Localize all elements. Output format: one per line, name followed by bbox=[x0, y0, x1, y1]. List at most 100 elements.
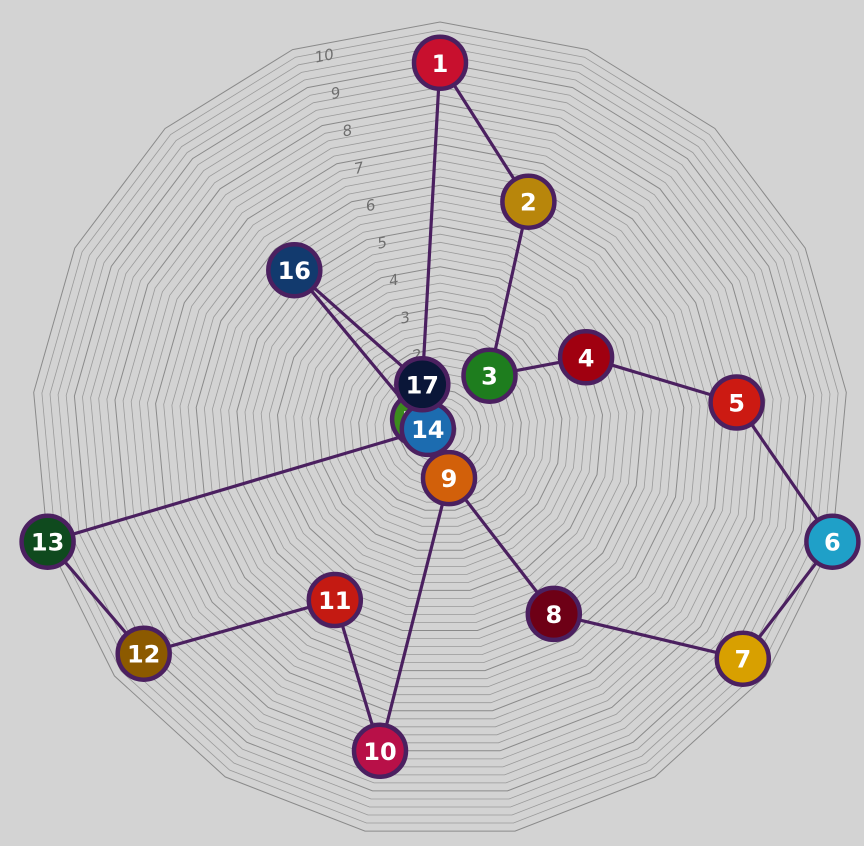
grid-ring-35 bbox=[155, 143, 725, 712]
node-13-label: 13 bbox=[31, 529, 64, 557]
node-10-label: 10 bbox=[363, 738, 396, 766]
tick-label-4: 4 bbox=[387, 271, 400, 291]
node-14[interactable]: 14 bbox=[399, 400, 457, 458]
node-12-label: 12 bbox=[127, 641, 160, 669]
grid-ring-38 bbox=[130, 119, 750, 736]
node-6[interactable]: 6 bbox=[804, 513, 861, 570]
grid-ring-40 bbox=[114, 103, 766, 752]
node-17-circle[interactable] bbox=[394, 356, 451, 413]
edge-7-8 bbox=[552, 612, 745, 661]
node-11[interactable]: 11 bbox=[306, 571, 364, 629]
tick-label-7: 7 bbox=[352, 158, 366, 178]
grid-ring-31 bbox=[187, 176, 693, 680]
node-5[interactable]: 5 bbox=[708, 374, 765, 431]
node-17[interactable]: 17 bbox=[394, 356, 451, 413]
grid-ring-42 bbox=[98, 86, 782, 768]
grid-ring-50 bbox=[33, 21, 847, 832]
node-13[interactable]: 13 bbox=[19, 513, 76, 570]
tick-label-3: 3 bbox=[399, 308, 412, 328]
grid-ring-25 bbox=[236, 225, 644, 631]
grid-ring-29 bbox=[203, 192, 677, 663]
tick-label-5: 5 bbox=[376, 233, 389, 253]
tick-label-6: 6 bbox=[364, 196, 377, 216]
node-1-label: 1 bbox=[432, 50, 449, 78]
grid-ring-24 bbox=[244, 233, 636, 623]
edge-2-3 bbox=[487, 200, 531, 378]
node-10-circle[interactable] bbox=[351, 722, 409, 780]
grid-ring-48 bbox=[49, 37, 831, 816]
node-8[interactable]: 8 bbox=[525, 585, 583, 643]
node-8-label: 8 bbox=[545, 601, 562, 629]
grid-ring-44 bbox=[82, 70, 798, 784]
grid-ring-36 bbox=[147, 135, 733, 720]
node-2-circle[interactable] bbox=[500, 173, 557, 230]
node-9-circle[interactable] bbox=[420, 449, 478, 507]
node-4-circle[interactable] bbox=[557, 329, 615, 386]
node-1-circle[interactable] bbox=[411, 34, 469, 92]
grid-ring-33 bbox=[171, 160, 709, 696]
node-1[interactable]: 1 bbox=[411, 34, 469, 92]
node-3[interactable]: 3 bbox=[461, 347, 518, 404]
edge-13-14 bbox=[45, 427, 430, 544]
edge-17-1 bbox=[420, 61, 442, 386]
grid-ring-39 bbox=[122, 111, 758, 744]
edge-11-12 bbox=[142, 598, 337, 656]
grid-ring-27 bbox=[220, 209, 660, 647]
node-9-label: 9 bbox=[441, 465, 458, 493]
node-16-label: 16 bbox=[278, 257, 311, 285]
grid-ring-47 bbox=[57, 46, 823, 808]
node-7[interactable]: 7 bbox=[714, 630, 772, 687]
node-5-label: 5 bbox=[728, 390, 745, 418]
grid-ring-26 bbox=[228, 217, 652, 639]
grid-ring-32 bbox=[179, 168, 701, 688]
node-11-label: 11 bbox=[318, 587, 351, 615]
node-12-circle[interactable] bbox=[115, 625, 172, 682]
node-10[interactable]: 10 bbox=[351, 722, 409, 780]
node-3-label: 3 bbox=[481, 363, 498, 391]
node-2-label: 2 bbox=[520, 189, 537, 217]
grid-ring-41 bbox=[106, 94, 774, 760]
grid-ring-16 bbox=[309, 298, 571, 559]
tick-label-10: 10 bbox=[313, 45, 335, 67]
node-7-circle[interactable] bbox=[714, 630, 772, 687]
grid-ring-45 bbox=[73, 62, 807, 792]
node-13-circle[interactable] bbox=[19, 513, 76, 570]
edge-8-9 bbox=[447, 476, 556, 616]
grid-ring-13 bbox=[333, 323, 547, 535]
edge-9-10 bbox=[378, 476, 451, 753]
grid-ring-28 bbox=[212, 201, 668, 655]
node-14-label: 14 bbox=[411, 416, 444, 444]
grid-ring-43 bbox=[90, 78, 790, 776]
node-12[interactable]: 12 bbox=[115, 625, 172, 682]
radar-grid bbox=[33, 21, 847, 832]
node-4-label: 4 bbox=[578, 344, 595, 372]
node-5-circle[interactable] bbox=[708, 374, 765, 431]
grid-ring-34 bbox=[163, 152, 717, 704]
grid-ring-14 bbox=[325, 315, 555, 543]
network-edges bbox=[45, 61, 835, 753]
grid-ring-46 bbox=[65, 54, 815, 800]
node-16[interactable]: 16 bbox=[266, 241, 323, 299]
node-7-label: 7 bbox=[734, 646, 751, 674]
tick-label-8: 8 bbox=[341, 121, 354, 141]
node-4[interactable]: 4 bbox=[557, 329, 615, 386]
node-3-circle[interactable] bbox=[461, 347, 518, 404]
node-6-circle[interactable] bbox=[804, 513, 861, 570]
node-9[interactable]: 9 bbox=[420, 449, 478, 507]
node-11-circle[interactable] bbox=[306, 571, 364, 629]
node-2[interactable]: 2 bbox=[500, 173, 557, 230]
grid-ring-15 bbox=[317, 307, 563, 551]
grid-ring-12 bbox=[342, 331, 538, 527]
grid-ring-30 bbox=[195, 184, 685, 672]
grid-ring-37 bbox=[138, 127, 742, 728]
edge-16-17 bbox=[292, 268, 424, 386]
node-16-circle[interactable] bbox=[266, 241, 323, 299]
node-8-circle[interactable] bbox=[525, 585, 583, 643]
grid-ring-49 bbox=[41, 29, 839, 824]
network-nodes: 1234567891011121316151417 bbox=[19, 34, 861, 780]
node-17-label: 17 bbox=[406, 371, 439, 399]
tick-label-9: 9 bbox=[329, 83, 342, 103]
node-6-label: 6 bbox=[824, 529, 841, 557]
